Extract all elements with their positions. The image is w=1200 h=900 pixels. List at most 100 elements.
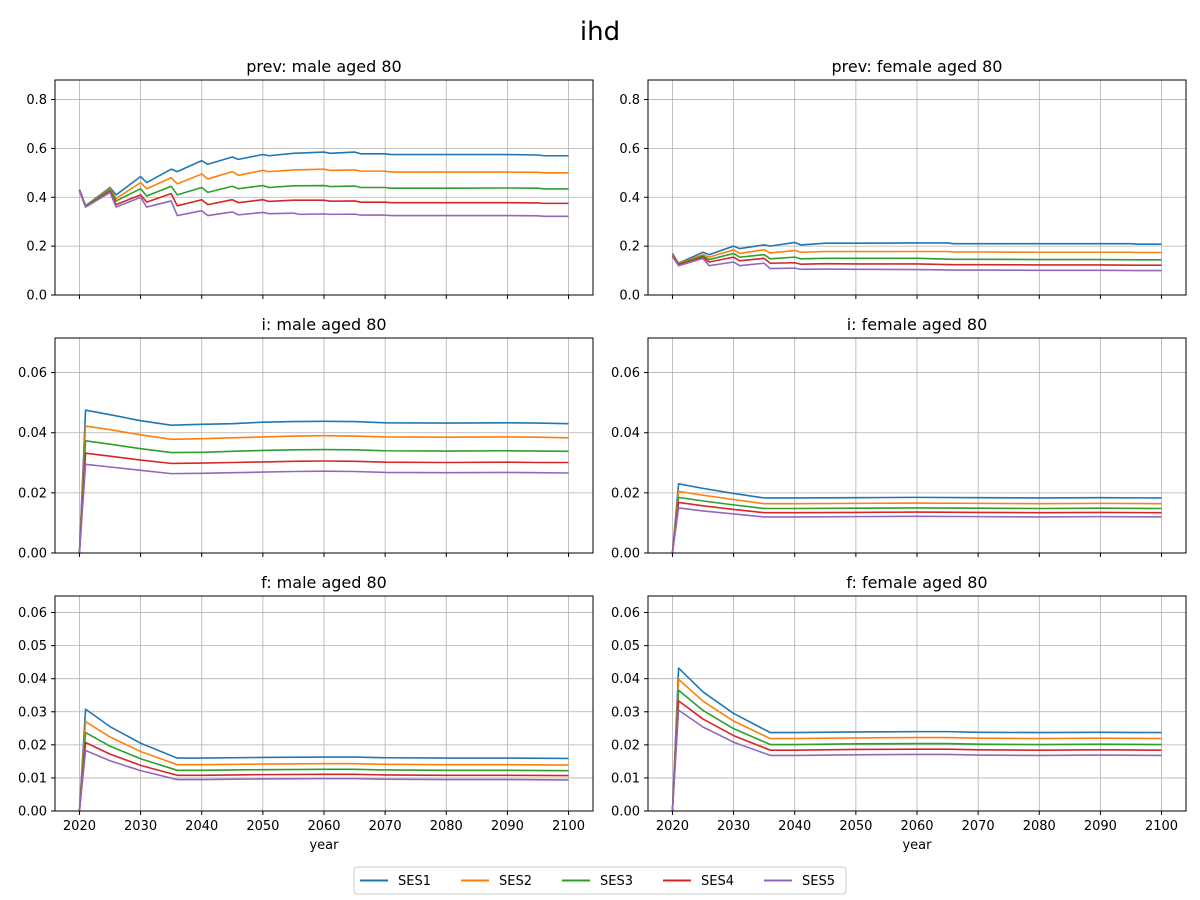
- panel-1-ytick-label: 0.2: [619, 240, 640, 255]
- legend-label: SES1: [398, 874, 431, 889]
- panel-0-ytick-label: 0.8: [26, 93, 47, 108]
- panel-4-line-ses5: [78, 749, 569, 811]
- panel-2-grid: [55, 338, 593, 554]
- panel-4-xtick-label: 2040: [185, 819, 218, 834]
- panel-2-line-ses5: [78, 463, 569, 553]
- panel-5-line-ses3: [671, 689, 1162, 811]
- panel-3-ytick-label: 0.06: [611, 366, 640, 381]
- panel-5-xtick-label: 2020: [656, 819, 689, 834]
- panel-1-line-ses2: [671, 249, 1162, 265]
- panel-1-line-ses1: [671, 241, 1162, 265]
- panel-5-ytick-label: 0.05: [611, 639, 640, 654]
- panel-3-line-ses3: [671, 496, 1162, 553]
- panel-5-xtick-label: 2080: [1023, 819, 1056, 834]
- panel-4-xtick-label: 2080: [430, 819, 463, 834]
- legend-box: [353, 866, 847, 895]
- panel-4: f: male aged 80 0.00 0.01 0.02 0.03 0.04 0.05 0…: [18, 573, 594, 853]
- panel-0-line-ses2: [78, 168, 569, 207]
- panel-0-ytick-label: 0.6: [26, 142, 47, 157]
- panel-3-line-ses5: [671, 507, 1162, 553]
- panel-5-xtick-label: 2100: [1145, 819, 1178, 834]
- panel-5-ytick-label: 0.04: [611, 672, 640, 687]
- panel-3-ytick-label: 0.04: [611, 426, 640, 441]
- panel-1-series: [671, 241, 1162, 272]
- panel-2-line-ses4: [78, 452, 569, 553]
- legend-item-ses1: SES1: [360, 874, 431, 889]
- panel-4-xtick-label: 2020: [63, 819, 96, 834]
- panel-0-line-ses4: [78, 189, 569, 208]
- panel-4-ytick-label: 0.01: [18, 771, 47, 786]
- panel-5-line-ses2: [671, 678, 1162, 811]
- panel-5-ytick-label: 0.00: [611, 805, 640, 820]
- panel-0-line-ses3: [78, 184, 569, 207]
- panel-0-title: prev: male aged 80: [246, 57, 401, 76]
- panel-4-xtick-label: 2070: [369, 819, 402, 834]
- panel-4-ytick-label: 0.04: [18, 672, 47, 687]
- panel-0-ytick-label: 0.2: [26, 240, 47, 255]
- panel-0-line-ses5: [78, 190, 569, 218]
- panel-1-ytick-label: 0.4: [619, 191, 640, 206]
- panel-4-xtick-label: 2100: [552, 819, 585, 834]
- panel-4-xtick-label: 2030: [124, 819, 157, 834]
- panel-0-ytick-label: 0.4: [26, 191, 47, 206]
- panel-2-line-ses3: [78, 440, 569, 553]
- panel-3-title: i: female aged 80: [847, 315, 988, 334]
- panel-0-line-ses1: [78, 151, 569, 207]
- panel-5-xtick-label: 2070: [962, 819, 995, 834]
- panel-5-xtick-label: 2050: [839, 819, 872, 834]
- panel-3-ytick-label: 0.00: [611, 547, 640, 562]
- panel-2-line-ses2: [78, 425, 569, 553]
- panel-5-ytick-label: 0.03: [611, 705, 640, 720]
- panel-4-xtick-label: 2060: [307, 819, 340, 834]
- panel-5-xlabel: year: [902, 838, 932, 853]
- panel-3-line-ses2: [671, 490, 1162, 553]
- panel-5-series: [671, 667, 1162, 811]
- panel-4-line-ses3: [78, 731, 569, 811]
- panel-2-ytick-label: 0.00: [18, 547, 47, 562]
- panel-3-line-ses1: [671, 483, 1162, 553]
- panel-5-xtick-label: 2090: [1084, 819, 1117, 834]
- panel-1-ytick-label: 0.0: [619, 289, 640, 304]
- panel-2: i: male aged 80 0.00 0.02 0.04 0.06: [18, 315, 594, 562]
- panel-4-line-ses2: [78, 720, 569, 811]
- panel-0-series: [78, 151, 569, 218]
- panel-2-series: [78, 409, 569, 553]
- panel-4-xtick-label: 2090: [491, 819, 524, 834]
- panel-1: prev: female aged 80 0.0 0.2 0.4 0.6 0.8: [619, 57, 1187, 304]
- panel-4-line-ses4: [78, 741, 569, 811]
- panel-5-line-ses4: [671, 700, 1162, 811]
- panel-1-ytick-label: 0.6: [619, 142, 640, 157]
- panel-2-ytick-label: 0.04: [18, 426, 47, 441]
- panel-4-xtick-label: 2050: [246, 819, 279, 834]
- panel-3-line-ses4: [671, 501, 1162, 553]
- panel-4-ytick-label: 0.02: [18, 738, 47, 753]
- panel-5-grid: [648, 596, 1186, 812]
- panel-1-ytick-label: 0.8: [619, 93, 640, 108]
- panel-5-line-ses1: [671, 667, 1162, 811]
- panel-4-title: f: male aged 80: [261, 573, 387, 592]
- panel-0: prev: male aged 80 0.0 0.2 0.4 0.6 0.8: [26, 57, 594, 304]
- legend-item-ses4: SES4: [663, 874, 734, 889]
- figure-title: ihd: [580, 17, 620, 47]
- panel-3-grid: [648, 338, 1186, 554]
- panel-5-ytick-label: 0.02: [611, 738, 640, 753]
- panel-5: f: female aged 80 0.00 0.01 0.02 0.03 0.04 0.0…: [611, 573, 1187, 853]
- panel-3: i: female aged 80 0.00 0.02 0.04 0.06: [611, 315, 1187, 562]
- panel-4-series: [78, 708, 569, 811]
- panel-4-ytick-label: 0.03: [18, 705, 47, 720]
- legend-label: SES2: [499, 874, 532, 889]
- panel-5-line-ses5: [671, 709, 1162, 811]
- panel-4-xlabel: year: [309, 838, 339, 853]
- legend-item-ses5: SES5: [764, 874, 835, 889]
- panel-1-line-ses4: [671, 255, 1162, 266]
- panel-2-ytick-label: 0.06: [18, 366, 47, 381]
- panel-5-xtick-label: 2030: [717, 819, 750, 834]
- panel-5-xtick-label: 2060: [900, 819, 933, 834]
- panel-4-ytick-label: 0.00: [18, 805, 47, 820]
- legend: SES1 SES2 SES3 SES4 SES5: [353, 866, 847, 895]
- panel-3-ytick-label: 0.02: [611, 486, 640, 501]
- panel-4-ytick-label: 0.06: [18, 606, 47, 621]
- panel-1-line-ses5: [671, 256, 1162, 272]
